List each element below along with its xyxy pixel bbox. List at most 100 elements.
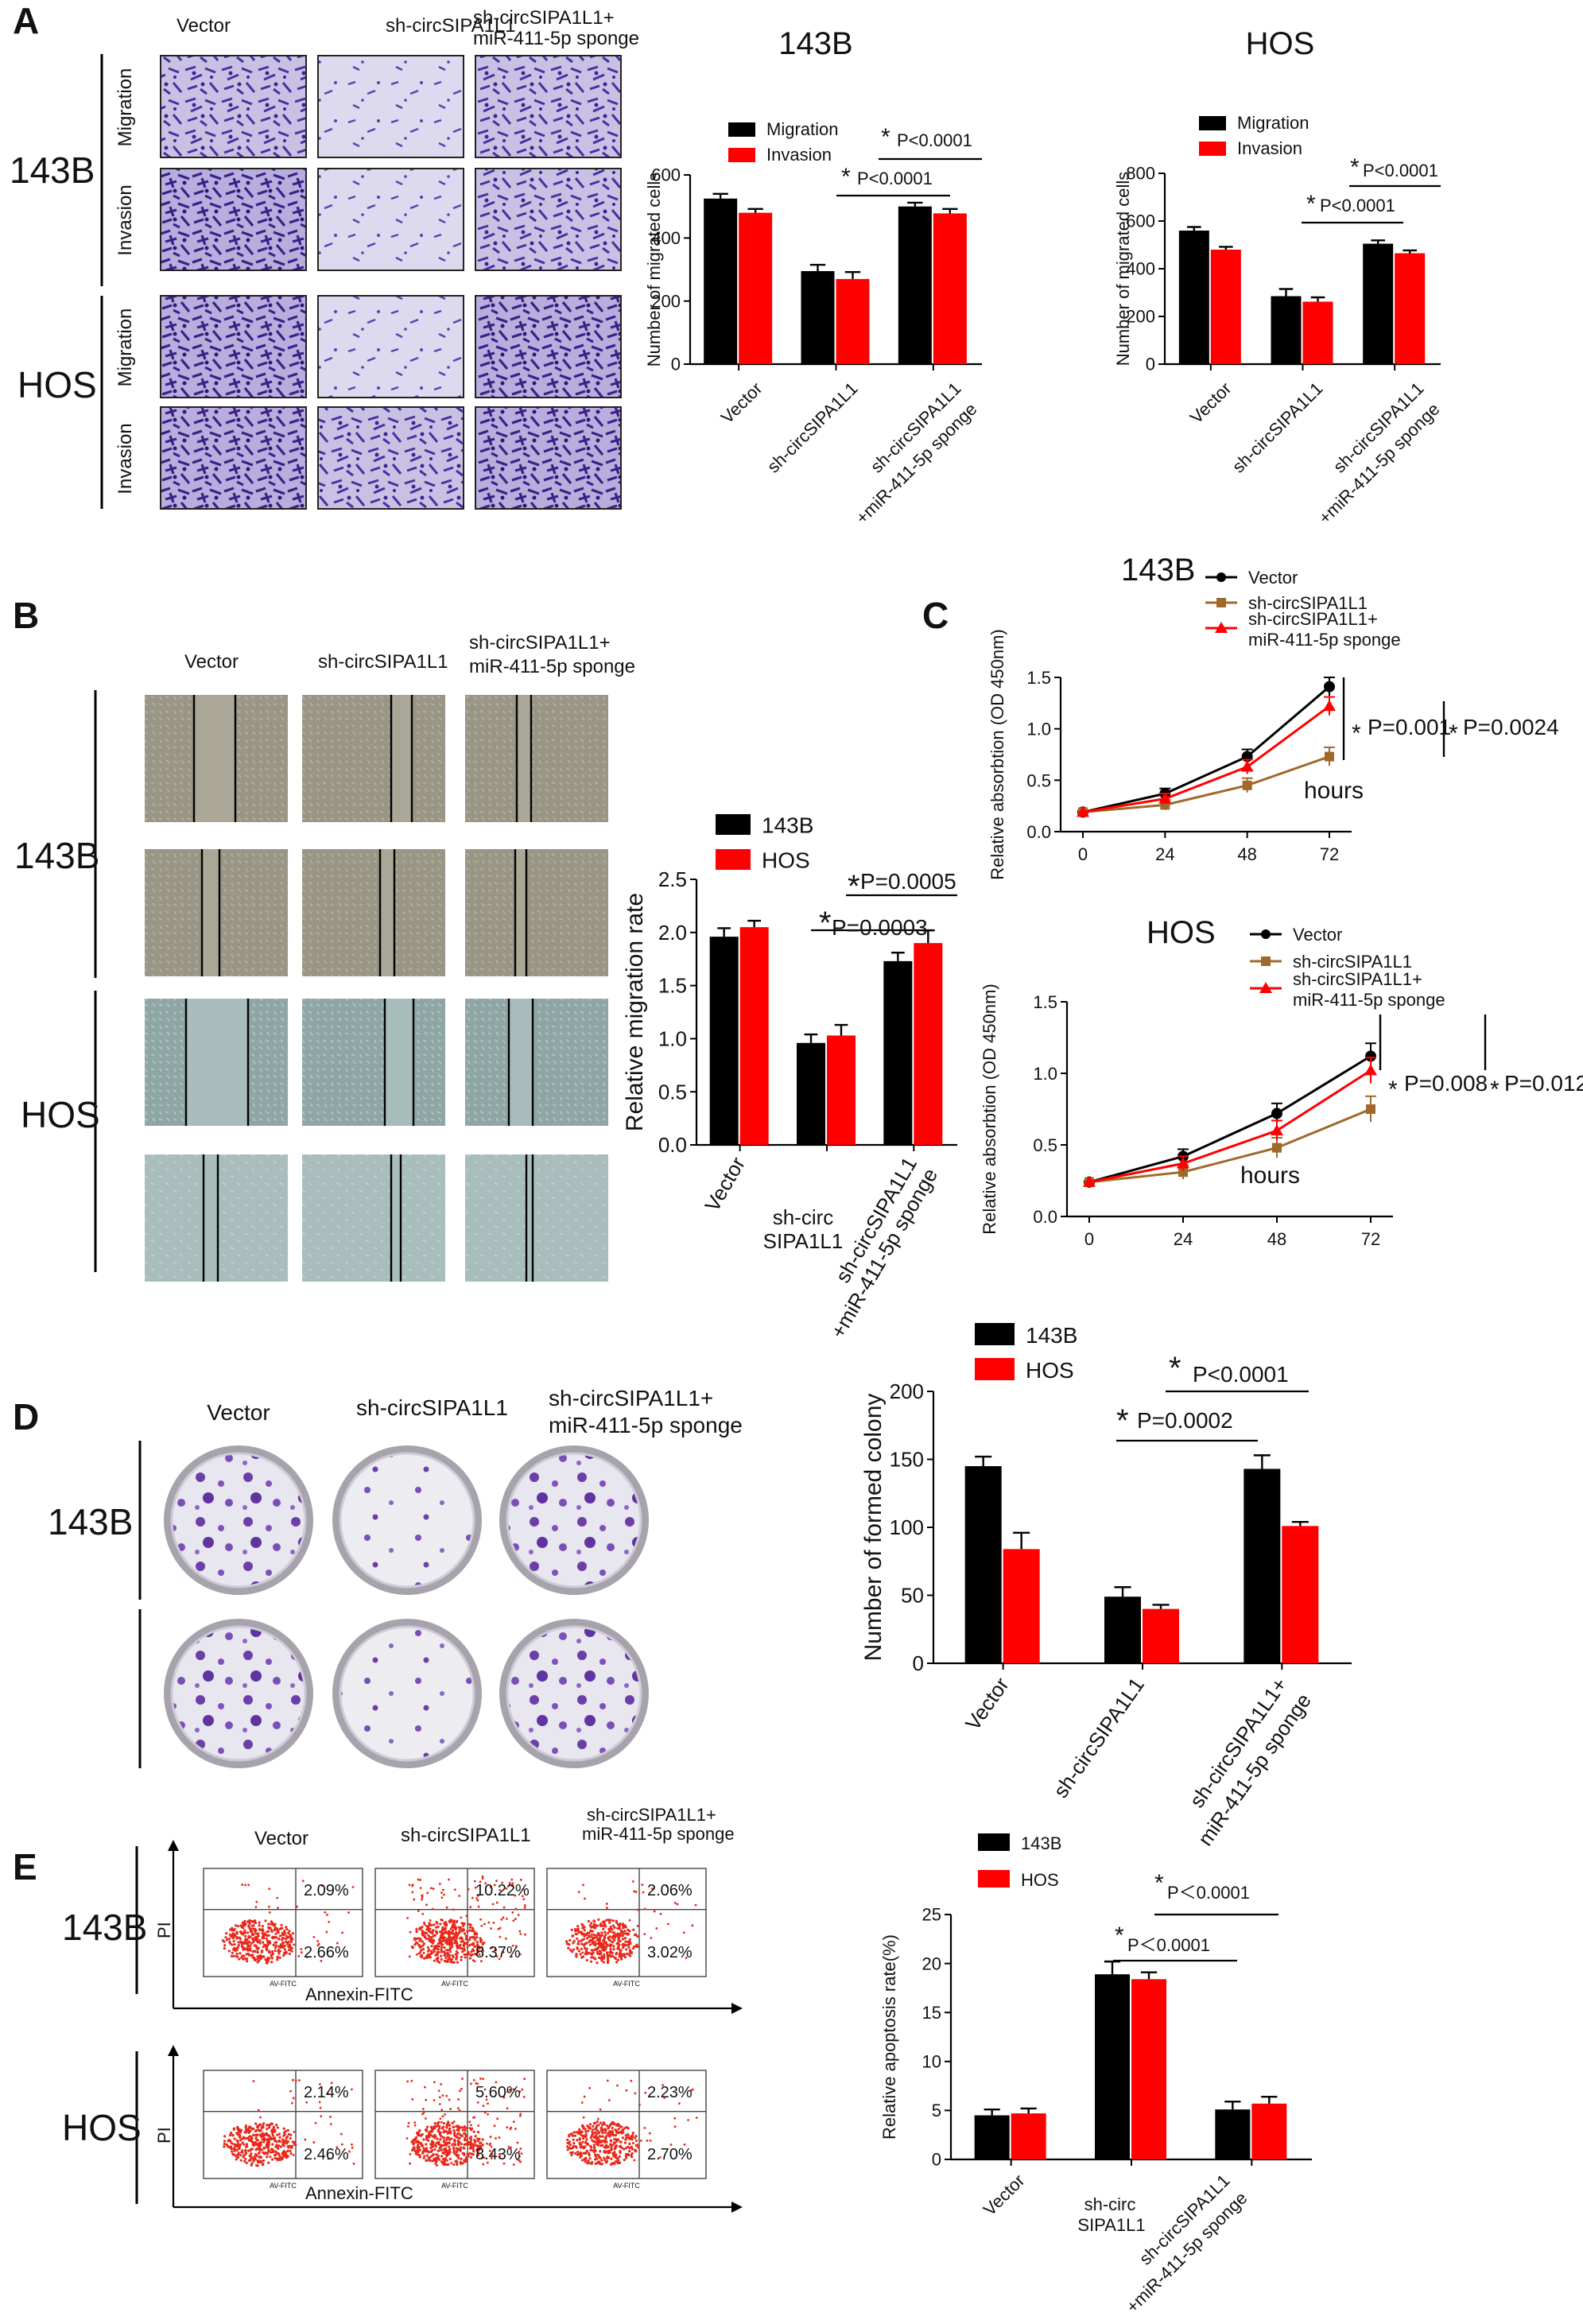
flow-event [490,2157,493,2159]
flow-event [423,1922,426,1926]
flow-event [274,2138,277,2142]
flow-event [611,1924,615,1927]
flow-event [429,1887,433,1890]
transwell-image [160,55,307,158]
significance-label: P<0.0001 [857,169,933,188]
flow-event [514,1907,518,1911]
flow-event [436,1953,439,1957]
flow-event [281,1946,285,1950]
data-point [1158,792,1172,804]
x-tick-label: Vector [1186,378,1236,428]
flow-event [616,2159,619,2163]
flow-event [519,2160,522,2163]
flow-event [254,2122,258,2125]
flow-event [449,1919,452,1922]
flow-event [624,2147,627,2150]
flow-event [584,1946,587,1950]
flow-event [506,2090,510,2093]
significance-star: * [1350,154,1360,180]
flow-event [285,1950,288,1953]
flow-event [566,2145,569,2148]
flow-event [235,2144,239,2147]
quadrant-upper-right-pct: 2.09% [304,1882,349,1899]
flow-event [459,2133,462,2136]
flow-event [619,2149,622,2153]
y-tick-label: 400 [1126,259,1155,279]
flow-event [456,1919,459,1922]
flow-event [472,2150,475,2153]
significance-star: * [1388,1077,1398,1103]
flow-event [478,2137,481,2140]
y-tick-label: 0.0 [1026,822,1051,842]
flow-event [320,2115,323,2118]
flow-event [576,1947,579,1950]
flow-event [612,2155,615,2158]
flow-event [421,1926,424,1929]
flow-event [230,1954,234,1957]
bar-invasion [1302,301,1333,364]
flow-event [623,1926,626,1929]
flow-event [418,2129,421,2132]
flow-event [495,2137,497,2140]
flow-event [600,1943,603,1947]
flow-event [615,1934,618,1937]
flow-event [462,2132,466,2136]
flow-event [603,2131,607,2134]
flow-event [231,2152,235,2155]
flow-event [636,1934,639,1938]
flow-event [277,1938,281,1941]
flow-event [453,2134,456,2137]
flow-event [456,1961,460,1964]
flow-event [449,1950,452,1953]
flow-event [596,1946,599,1950]
flow-event [584,1933,588,1936]
flow-event [594,1957,597,1961]
flow-event [277,2144,281,2147]
flow-event [264,1933,267,1937]
flow-event [604,1934,607,1937]
transwell-image [160,406,307,510]
flow-event [274,1941,278,1944]
flow-event [274,2151,277,2154]
flow-event [641,1884,644,1886]
flow-event [618,2145,621,2148]
bar-143b [883,960,913,1145]
flow-event [241,1946,244,1949]
flow-event [339,2132,343,2136]
flow-frame [374,2070,535,2179]
flow-event [484,1882,487,1885]
flow-event [584,2151,588,2155]
flow-event [421,2113,424,2116]
flow-event [243,1940,246,1943]
flow-event [452,2163,456,2166]
bar-hos [1003,1549,1040,1663]
flow-event [427,1950,430,1953]
flow-event [590,2146,593,2149]
flow-event [268,2126,271,2129]
transwell-image [475,295,622,398]
flow-event [634,2135,638,2138]
legend-label: Vector [1248,568,1298,588]
flow-event [634,1891,638,1893]
flow-event [287,1935,290,1939]
flow-event [444,2142,447,2145]
flow-event [608,1921,611,1924]
flow-event [266,2140,270,2144]
flow-event [234,1950,237,1953]
flow-event [271,2151,274,2154]
flow-event [455,1937,458,1940]
flow-event [476,2137,479,2140]
flow-event [622,1938,625,1941]
flow-event [507,2145,510,2148]
colony-dish [339,1625,475,1762]
flow-event [255,1939,258,1942]
flow-event [471,1926,474,1930]
colony-dish [506,1625,642,1762]
flow-event [452,1932,455,1935]
flow-event [257,2151,260,2155]
y-tick-label: 0 [932,2150,941,2170]
flow-event [501,1881,504,1884]
flow-event [319,2106,322,2109]
flow-event [512,2163,515,2167]
legend-marker [1216,598,1226,607]
